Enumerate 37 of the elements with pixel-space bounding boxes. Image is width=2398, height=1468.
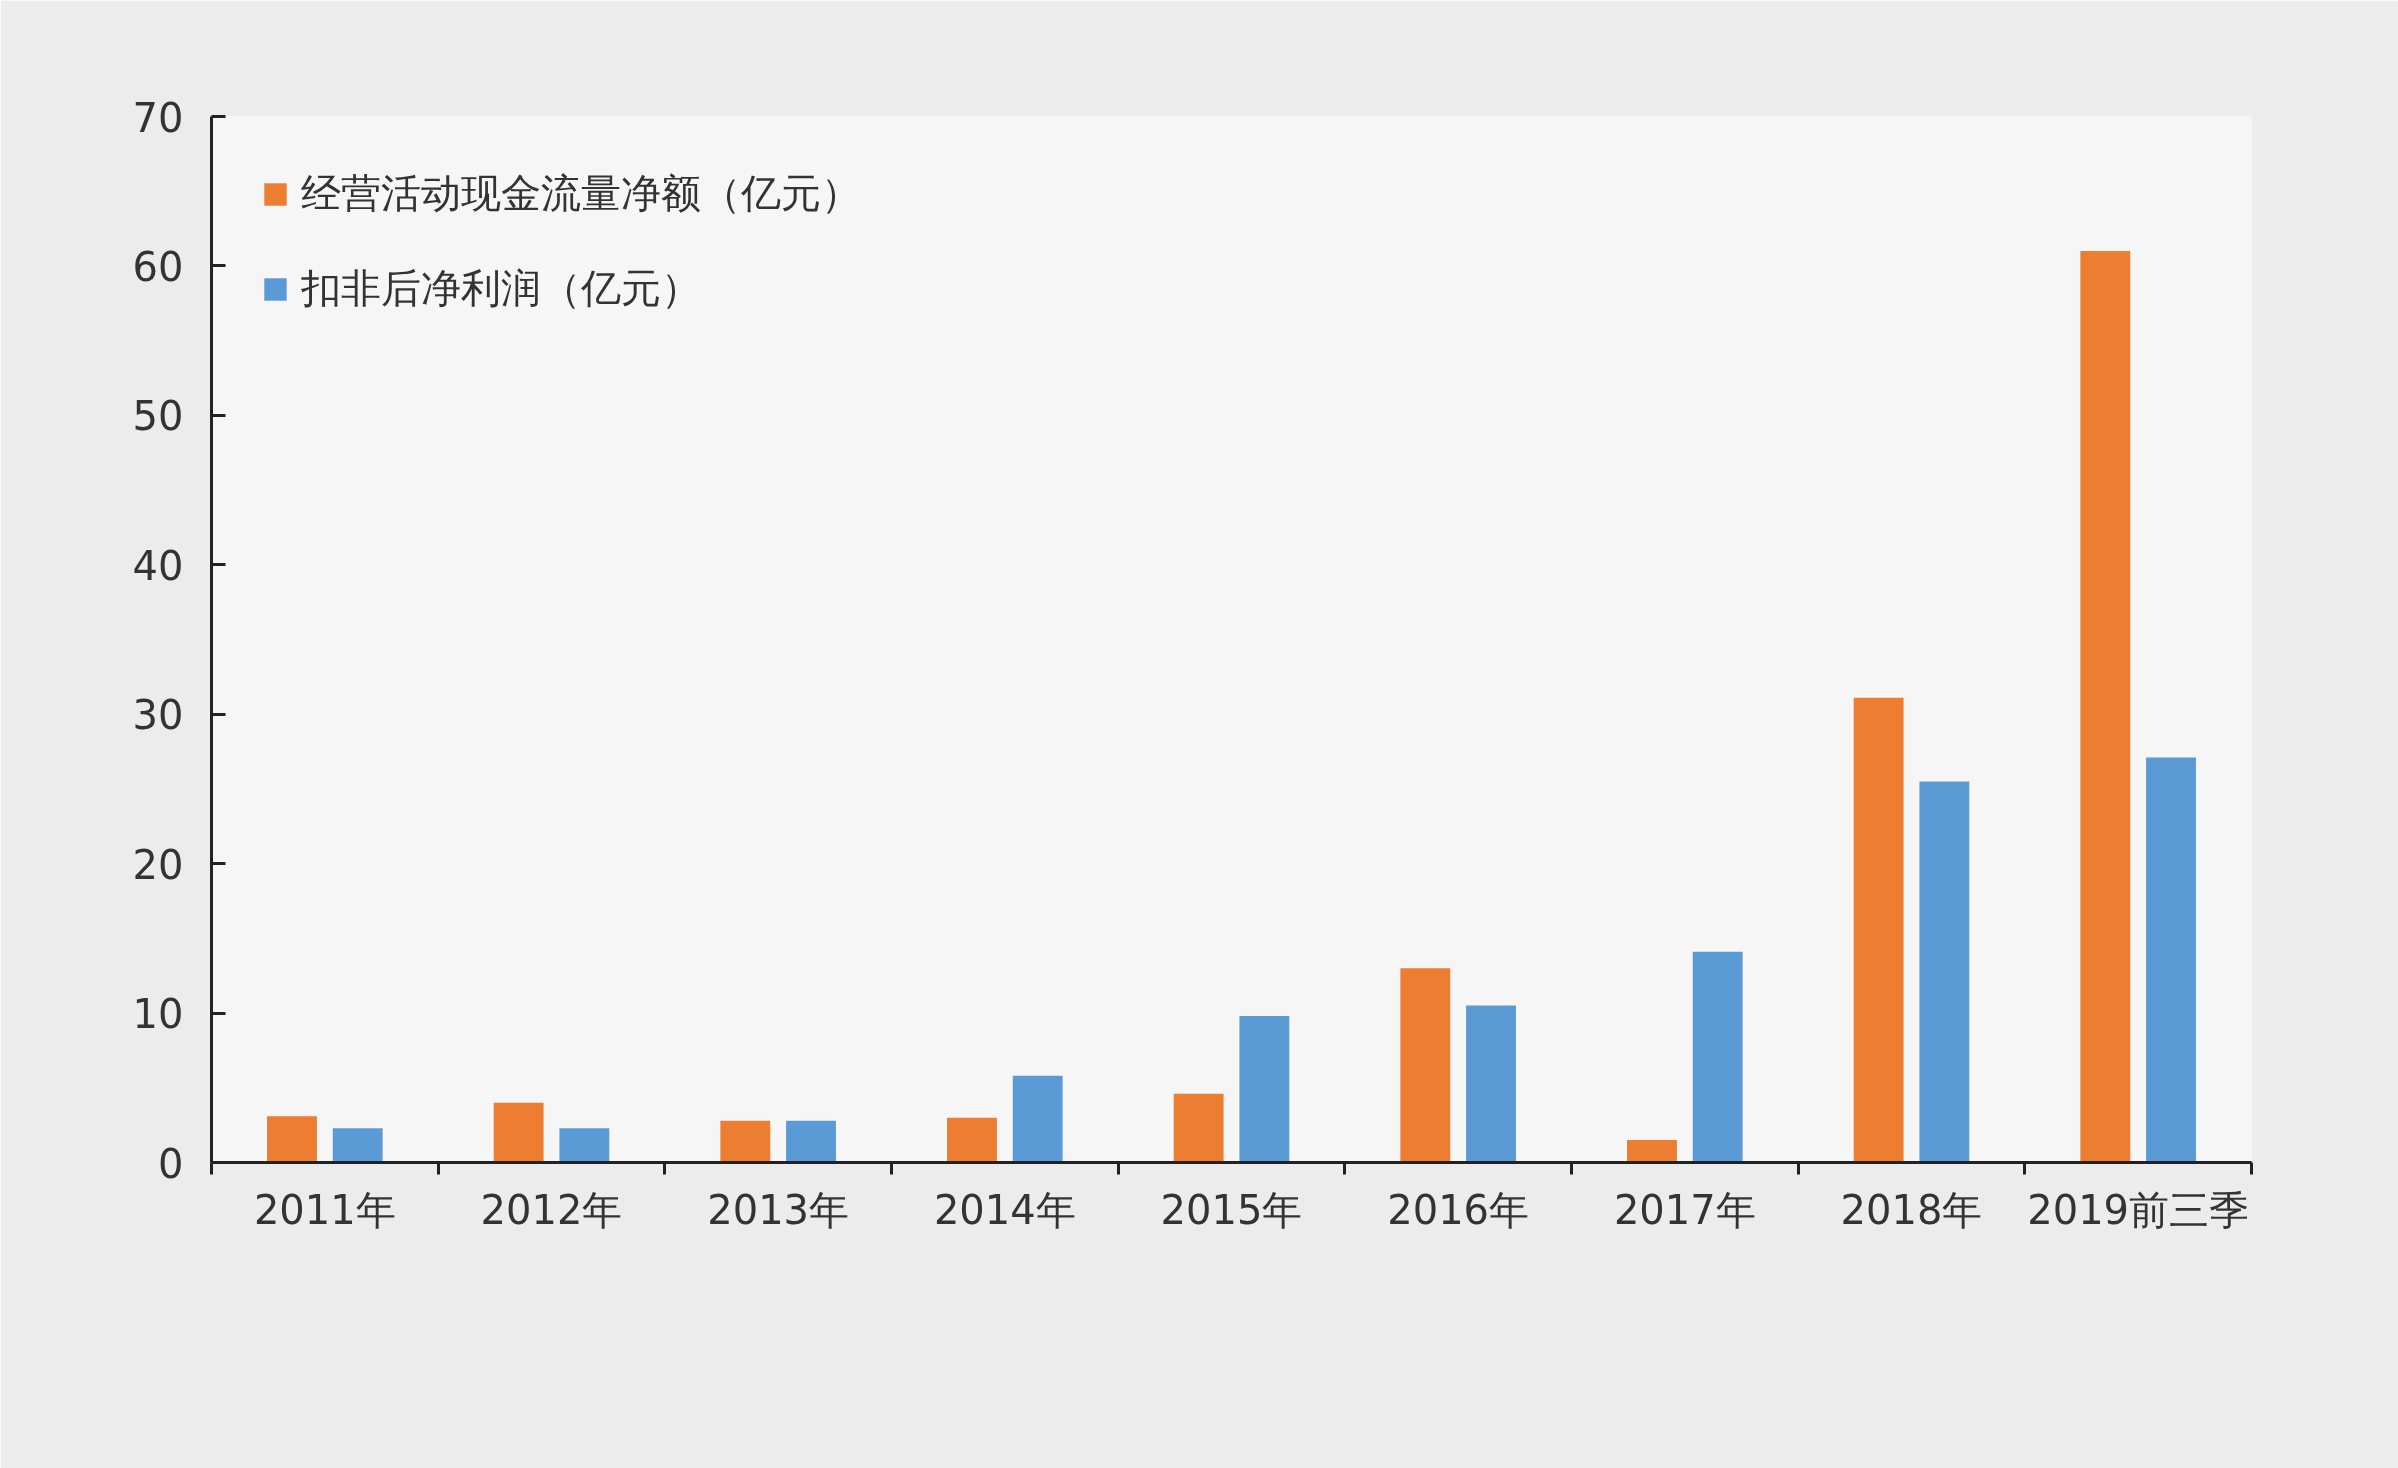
y-tick-label: 40	[132, 542, 184, 589]
bar	[1400, 968, 1451, 1163]
y-tick-label: 0	[158, 1140, 184, 1187]
bar	[1692, 951, 1743, 1163]
x-tick-label: 2011年	[253, 1186, 396, 1233]
y-tick-label: 30	[132, 692, 184, 739]
bar	[1466, 1005, 1516, 1163]
bar	[947, 1117, 997, 1163]
x-tick-label: 2019前三季	[2027, 1186, 2250, 1233]
x-tick-label: 2015年	[1160, 1186, 1303, 1233]
bar	[559, 1128, 610, 1163]
bar	[1853, 697, 1904, 1163]
x-tick-label: 2016年	[1387, 1186, 1530, 1233]
bar	[2080, 250, 2131, 1163]
x-tick-label: 2018年	[1840, 1186, 1983, 1233]
x-tick-label: 2013年	[707, 1186, 850, 1233]
bar	[2146, 757, 2196, 1163]
legend-label: 扣非后净利润（亿元）	[301, 264, 701, 313]
x-tick-label: 2014年	[933, 1186, 1076, 1233]
bar	[493, 1102, 544, 1163]
bar	[1919, 781, 1970, 1163]
y-tick-label: 10	[132, 991, 184, 1038]
bar	[267, 1116, 317, 1163]
y-tick-label: 60	[132, 243, 184, 290]
bar	[1173, 1093, 1224, 1163]
x-tick-label: 2017年	[1613, 1186, 1756, 1233]
legend-label: 经营活动现金流量净额（亿元）	[301, 169, 861, 218]
bar	[1627, 1140, 1677, 1163]
y-tick-label: 50	[132, 393, 184, 440]
bar	[786, 1120, 836, 1163]
y-tick-label: 70	[132, 94, 184, 141]
bar	[332, 1128, 383, 1163]
y-tick-label: 20	[132, 841, 184, 888]
bar	[720, 1120, 771, 1163]
bar	[1239, 1016, 1290, 1163]
x-tick-label: 2012年	[480, 1186, 623, 1233]
bar	[1012, 1075, 1063, 1163]
